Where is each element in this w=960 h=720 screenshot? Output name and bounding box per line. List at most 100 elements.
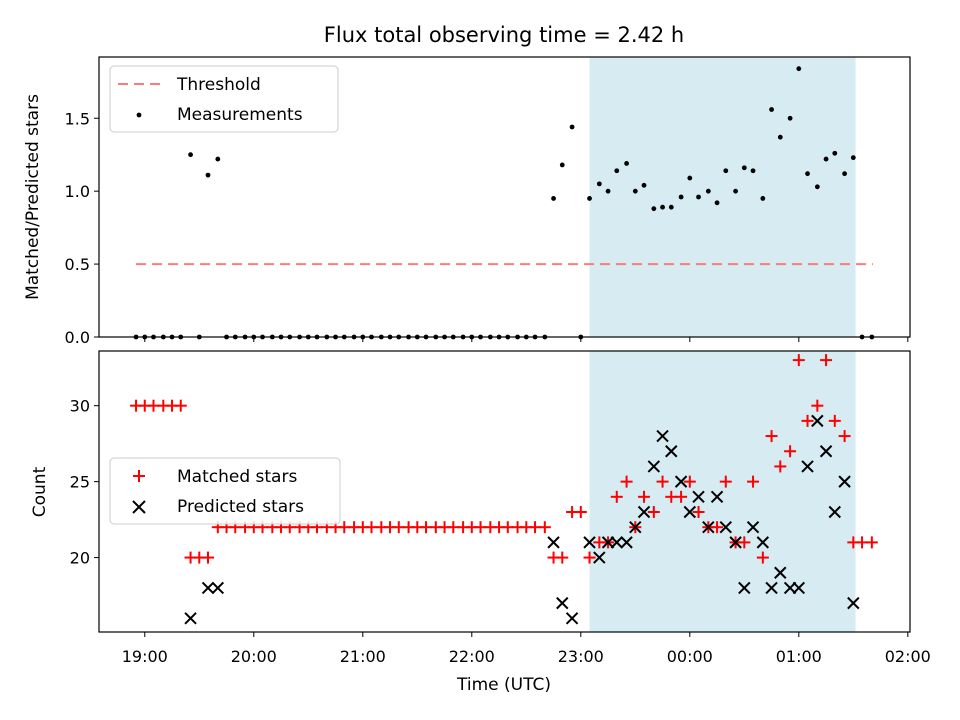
predicted-star-point [738, 581, 751, 595]
measurement-point [733, 188, 738, 194]
measurement-point [687, 175, 693, 181]
predicted-star-point [792, 581, 806, 595]
matched-star-point [738, 536, 751, 549]
measurement-point [723, 168, 729, 174]
measurement-point [215, 156, 221, 162]
measurement-point [741, 165, 747, 171]
matched-star-point [174, 399, 187, 412]
measurement-point [596, 181, 602, 187]
predicted-star-point [547, 536, 560, 549]
top-legend: Threshold Measurements [109, 65, 339, 133]
matched-star-point [838, 430, 851, 443]
predicted-star-point [583, 536, 596, 549]
predicted-stars-legend-swatch [132, 500, 146, 514]
measurements-legend-swatch [136, 112, 142, 118]
measurement-point [823, 156, 829, 162]
x-axis-label: Time (UTC) [456, 675, 551, 695]
predicted-star-point [838, 475, 851, 488]
predicted-star-point [184, 612, 197, 625]
predicted-star-point [774, 566, 787, 579]
matched-star-point [574, 506, 587, 519]
measurement-point [587, 196, 592, 201]
predicted-star-point [801, 460, 814, 473]
measurement-point [850, 155, 856, 161]
measurement-point [188, 152, 193, 158]
matched-star-point [202, 551, 215, 564]
predicted-star-point [702, 520, 715, 534]
predicted-star-point [593, 551, 606, 564]
bottom-panel: 20 25 30 19:00 20:00 21:00 22:00 23:00 00:00 01:… [30, 350, 931, 695]
matched-star-point [647, 506, 660, 519]
measurement-point [750, 168, 756, 174]
predicted-star-point [683, 505, 697, 519]
measurements-points [133, 66, 875, 340]
matched-star-point [620, 475, 633, 488]
predicted-star-point [565, 612, 579, 625]
predicted-star-point [637, 505, 651, 519]
measurements-legend-label: Measurements [177, 105, 303, 125]
measurement-point [605, 188, 611, 194]
threshold-legend-label: Threshold [176, 75, 261, 95]
bottom-legend-box [109, 457, 341, 525]
measurement-point [842, 171, 847, 177]
measurement-point [651, 206, 657, 212]
matched-star-point [656, 475, 669, 488]
matched-star-point [765, 430, 778, 443]
matched-star-point [784, 445, 797, 458]
predicted-star-point [211, 581, 225, 595]
bottom-axes-frame [98, 350, 911, 633]
matched-star-point [610, 490, 623, 503]
predicted-star-point [201, 581, 215, 595]
measurement-point [551, 196, 556, 201]
predicted-star-point [656, 429, 669, 443]
predicted-star-point [556, 596, 569, 610]
matched-star-point [683, 475, 696, 488]
top-axes-frame [98, 56, 911, 338]
top-y-tick-label: 0.5 [65, 255, 90, 274]
matched-star-point [556, 551, 569, 564]
x-tick-label: 22:00 [449, 647, 495, 666]
predicted-star-point [847, 596, 860, 610]
top-chart-title: Flux total observing time = 2.42 h [324, 23, 684, 47]
predicted-star-point [828, 505, 841, 519]
predicted-star-point [811, 414, 824, 428]
predicted-stars-points [184, 414, 860, 625]
measurement-point [668, 204, 674, 210]
predicted-star-point [629, 520, 642, 534]
measurement-point [832, 150, 838, 156]
measurement-point [660, 204, 665, 210]
x-tick-label: 01:00 [776, 647, 822, 666]
matched-star-point [801, 414, 814, 427]
measurement-point [614, 168, 620, 174]
predicted-star-point [765, 581, 778, 595]
matched-star-point [865, 536, 878, 549]
x-tick-label: 02:00 [885, 647, 931, 666]
matched-star-point [828, 414, 841, 427]
top-y-tick-label: 1.0 [65, 182, 90, 201]
measurement-point [805, 171, 810, 177]
bottom-legend: Matched stars Predicted stars [109, 457, 341, 525]
top-y-tick-label: 1.5 [65, 109, 90, 128]
measurement-point [632, 188, 638, 194]
matched-star-point [719, 475, 732, 488]
measurement-point [796, 66, 802, 72]
matched-star-point [711, 521, 724, 534]
matched-star-point [675, 490, 688, 503]
x-tick-label: 23:00 [558, 647, 604, 666]
predicted-star-point [692, 490, 705, 504]
measurement-point [624, 161, 629, 166]
top-observing-window-shade [589, 57, 856, 337]
matched-star-point [583, 551, 596, 564]
matched-star-point [820, 354, 833, 367]
measurement-point [678, 194, 684, 200]
predicted-star-point [620, 536, 633, 549]
measurement-point [205, 172, 211, 178]
bottom-y-tick-label: 25 [70, 473, 90, 492]
predicted-stars-legend-label: Predicted stars [177, 497, 304, 517]
measurement-point [705, 188, 711, 194]
measurement-point [787, 115, 793, 121]
matched-star-point [747, 475, 760, 488]
x-tick-label: 21:00 [340, 647, 386, 666]
measurement-point [714, 200, 720, 206]
